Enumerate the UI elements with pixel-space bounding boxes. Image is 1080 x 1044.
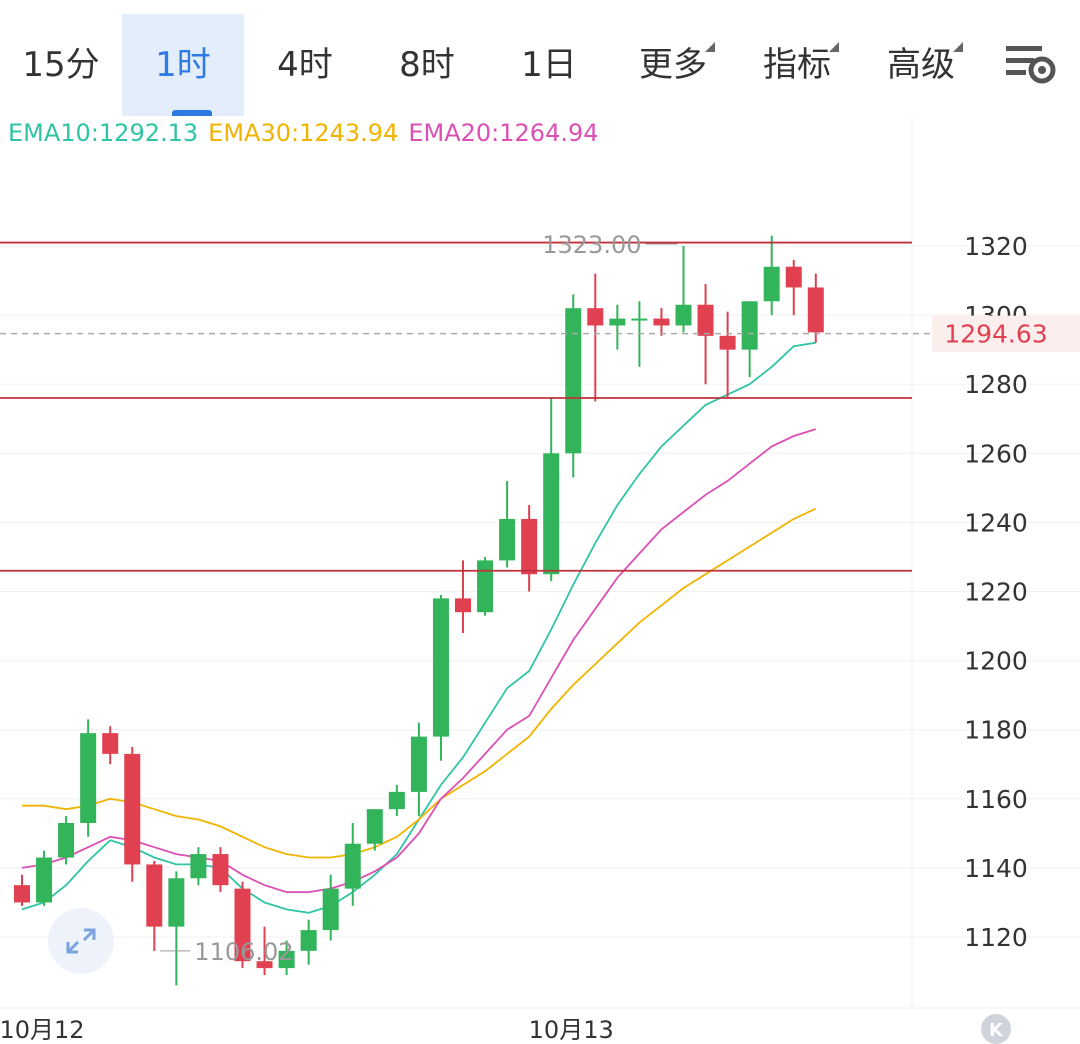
tab-label: 15分 bbox=[22, 45, 100, 85]
candle-body bbox=[609, 318, 626, 326]
series-line-ema10 bbox=[21, 341, 816, 914]
dropdown-caret-icon bbox=[705, 42, 715, 52]
y-tick-label: 1120 bbox=[964, 923, 1028, 952]
x-tick-label: 10月13 bbox=[529, 1016, 614, 1044]
tab-1[interactable]: 1时 bbox=[122, 14, 244, 116]
timeframe-tabs: 15分 1时 4时 8时 1日 更多 指标 高级 bbox=[0, 0, 1080, 118]
candle-body bbox=[410, 736, 427, 792]
low-price-label: 1106.02 bbox=[194, 938, 293, 966]
candle-body bbox=[741, 301, 758, 350]
candle-body bbox=[631, 318, 648, 321]
candle-body bbox=[278, 950, 295, 969]
y-tick-label: 1160 bbox=[964, 785, 1028, 814]
tab-label: 1时 bbox=[155, 45, 211, 85]
y-tick-label: 1220 bbox=[964, 578, 1028, 607]
y-tick-label: 1320 bbox=[964, 232, 1028, 261]
candle-body bbox=[102, 733, 119, 754]
candle-body bbox=[322, 888, 339, 931]
candle-body bbox=[719, 335, 736, 350]
tab-label: 8时 bbox=[399, 45, 455, 85]
dropdown-caret-icon bbox=[953, 42, 963, 52]
x-tick-label: 10月12 bbox=[0, 1016, 85, 1044]
candle-body bbox=[432, 598, 449, 737]
candle-body bbox=[499, 518, 516, 561]
tab-label: 4时 bbox=[277, 45, 333, 85]
candle-body bbox=[14, 885, 30, 903]
y-tick-label: 1200 bbox=[964, 647, 1028, 676]
candle-body bbox=[543, 453, 560, 575]
series-line-ema30 bbox=[22, 507, 817, 859]
legend-ema20: EMA20:1264.94 bbox=[408, 119, 599, 147]
tab-6[interactable]: 指标 bbox=[736, 14, 858, 116]
candle-body bbox=[653, 318, 670, 326]
candle-body bbox=[80, 733, 97, 823]
active-tab-indicator bbox=[172, 110, 212, 116]
tab-label: 更多 bbox=[639, 42, 715, 85]
tab-7[interactable]: 高级 bbox=[860, 14, 982, 116]
ema-legend: EMA10:1292.13 EMA30:1243.94 EMA20:1264.94 bbox=[8, 119, 609, 147]
tab-label: 1日 bbox=[521, 45, 577, 85]
candle-body bbox=[212, 854, 229, 886]
candle-body bbox=[168, 878, 185, 927]
candle-body bbox=[521, 518, 538, 575]
candle-body bbox=[785, 266, 802, 288]
dropdown-caret-icon bbox=[829, 42, 839, 52]
candle-body bbox=[697, 304, 714, 336]
candle-body bbox=[455, 598, 471, 613]
tab-4[interactable]: 1日 bbox=[488, 14, 610, 116]
expand-arrows-icon bbox=[66, 928, 96, 954]
legend-ema10: EMA10:1292.13 bbox=[8, 119, 199, 147]
candle-body bbox=[58, 822, 75, 858]
candle-body bbox=[807, 287, 824, 333]
k-logo-icon-glyph: K bbox=[989, 1020, 1004, 1041]
candlestick-chart[interactable]: 1120114011601180120012201240126012801300… bbox=[0, 118, 1080, 1044]
y-tick-label: 1180 bbox=[964, 716, 1028, 745]
tab-0[interactable]: 15分 bbox=[0, 14, 122, 116]
candle-body bbox=[565, 308, 582, 454]
candle-body bbox=[36, 857, 53, 903]
candle-body bbox=[477, 560, 494, 613]
tab-3[interactable]: 8时 bbox=[366, 14, 488, 116]
candle-body bbox=[675, 304, 692, 326]
legend-ema30: EMA30:1243.94 bbox=[208, 119, 399, 147]
tab-5[interactable]: 更多 bbox=[612, 14, 734, 116]
y-tick-label: 1280 bbox=[964, 370, 1028, 399]
y-tick-label: 1240 bbox=[964, 508, 1028, 537]
candle-body bbox=[146, 864, 163, 927]
tab-label: 高级 bbox=[887, 42, 963, 85]
candle-body bbox=[300, 930, 317, 951]
candle-body bbox=[366, 809, 383, 844]
candle-body bbox=[388, 791, 405, 810]
candle-body bbox=[124, 753, 141, 865]
candle-body bbox=[256, 961, 273, 969]
chart-settings-button[interactable] bbox=[1000, 40, 1060, 90]
k-logo-icon bbox=[981, 1014, 1011, 1044]
chart-settings-icon bbox=[1006, 46, 1056, 84]
candle-body bbox=[234, 888, 251, 962]
candle-body bbox=[763, 266, 780, 302]
expand-button[interactable] bbox=[48, 908, 114, 974]
tab-label: 指标 bbox=[763, 42, 839, 85]
last-price-label: 1294.63 bbox=[944, 320, 1047, 349]
candle-body bbox=[344, 843, 361, 889]
candle-body bbox=[190, 854, 207, 879]
y-tick-label: 1260 bbox=[964, 439, 1028, 468]
y-tick-label: 1140 bbox=[964, 854, 1028, 883]
tab-2[interactable]: 4时 bbox=[244, 14, 366, 116]
high-price-label: 1323.00 bbox=[542, 231, 641, 259]
series-line-ema20 bbox=[21, 428, 817, 893]
candle-body bbox=[587, 308, 604, 326]
last-price-badge bbox=[932, 315, 1080, 352]
